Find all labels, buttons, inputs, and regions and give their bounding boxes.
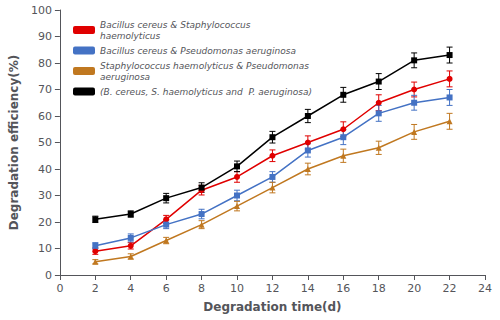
svg-text:50: 50 bbox=[38, 136, 52, 149]
svg-text:22: 22 bbox=[443, 282, 457, 295]
svg-text:40: 40 bbox=[38, 163, 52, 176]
svg-text:16: 16 bbox=[336, 282, 350, 295]
svg-text:24: 24 bbox=[478, 282, 492, 295]
svg-text:2: 2 bbox=[92, 282, 99, 295]
svg-text:90: 90 bbox=[38, 30, 52, 43]
svg-text:100: 100 bbox=[31, 4, 52, 17]
svg-text:0: 0 bbox=[45, 269, 52, 282]
svg-text:30: 30 bbox=[38, 189, 52, 202]
svg-text:Bacillus cereus & Staphylococc: Bacillus cereus & Staphylococcus bbox=[100, 20, 251, 30]
svg-text:6: 6 bbox=[163, 282, 170, 295]
svg-text:aeruginosa: aeruginosa bbox=[100, 72, 150, 82]
svg-text:Degradation efficiency(%): Degradation efficiency(%) bbox=[7, 55, 21, 231]
svg-text:60: 60 bbox=[38, 110, 52, 123]
svg-text:0: 0 bbox=[56, 282, 63, 295]
svg-text:8: 8 bbox=[198, 282, 205, 295]
svg-text:10: 10 bbox=[38, 242, 52, 255]
svg-text:Degradation time(d): Degradation time(d) bbox=[203, 300, 341, 314]
svg-text:14: 14 bbox=[301, 282, 315, 295]
svg-text:18: 18 bbox=[372, 282, 386, 295]
svg-text:80: 80 bbox=[38, 57, 52, 70]
svg-text:20: 20 bbox=[38, 216, 52, 229]
svg-text:Staphylococcus haemolyticus &: Staphylococcus haemolyticus & Pseudomona… bbox=[100, 61, 309, 71]
svg-text:12: 12 bbox=[265, 282, 279, 295]
svg-text:(B. cereus, S. haemolyticus an: (B. cereus, S. haemolyticus and P. aerug… bbox=[100, 87, 312, 97]
svg-text:haemolyticus: haemolyticus bbox=[100, 31, 161, 41]
svg-text:20: 20 bbox=[407, 282, 421, 295]
svg-text:70: 70 bbox=[38, 83, 52, 96]
svg-text:Bacillus cereus & Pseudomonas: Bacillus cereus & Pseudomonas aeruginosa bbox=[100, 46, 296, 56]
svg-text:4: 4 bbox=[127, 282, 134, 295]
svg-text:10: 10 bbox=[230, 282, 244, 295]
